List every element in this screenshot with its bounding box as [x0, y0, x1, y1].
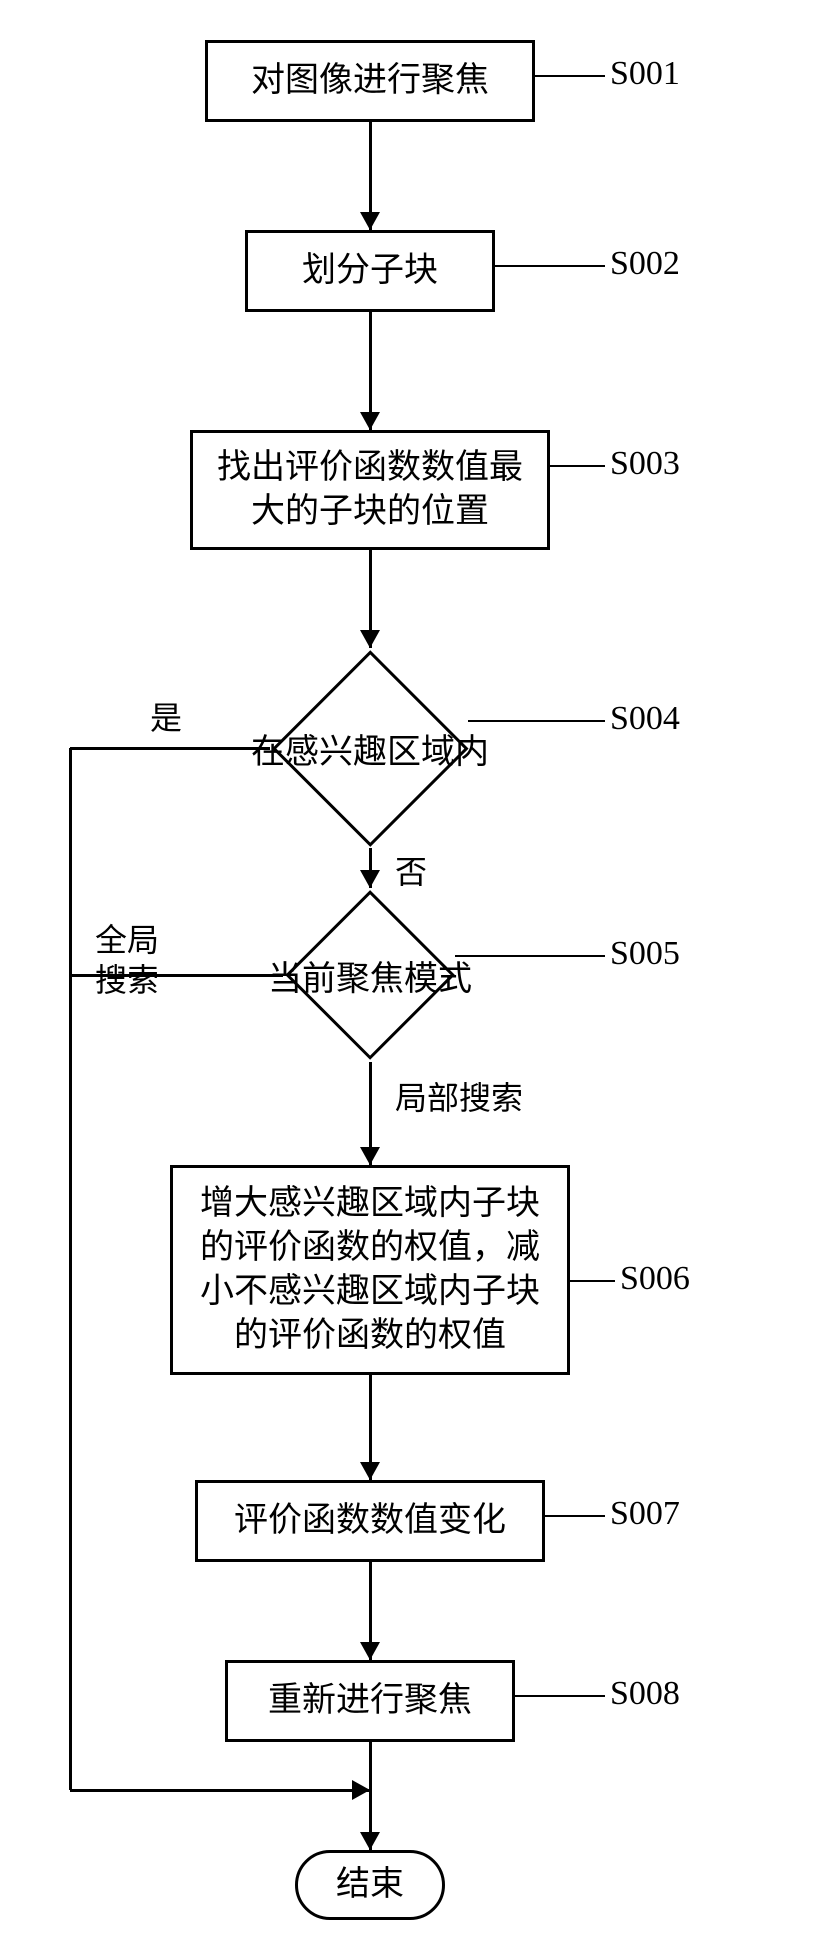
- arrowhead-5: [360, 1462, 380, 1480]
- node-label-end: 结束: [336, 1863, 404, 1907]
- node-label-s004: 在感兴趣区域内: [251, 724, 489, 773]
- node-label-s006: 增大感兴趣区域内子块 的评价函数的权值，减 小不感兴趣区域内子块 的评价函数的权…: [200, 1182, 540, 1359]
- leader-s008: [515, 1695, 605, 1697]
- arrowhead-0: [360, 212, 380, 230]
- step-label-s006: S006: [620, 1260, 690, 1298]
- edge-label-s005_local: 局部搜索: [395, 1078, 523, 1118]
- arrowhead-1: [360, 412, 380, 430]
- leader-s007: [545, 1515, 605, 1517]
- node-s003: 找出评价函数数值最 大的子块的位置: [190, 430, 550, 550]
- edge-9: [69, 748, 72, 1790]
- step-label-s007: S007: [610, 1495, 680, 1533]
- node-s002: 划分子块: [245, 230, 495, 312]
- arrowhead-7: [360, 1832, 380, 1850]
- arrowhead-10: [352, 1780, 370, 1800]
- step-label-s002: S002: [610, 245, 680, 283]
- step-label-s005: S005: [610, 935, 680, 973]
- node-label-s001: 对图像进行聚焦: [251, 59, 489, 103]
- step-label-s001: S001: [610, 55, 680, 93]
- arrowhead-3: [360, 870, 380, 888]
- edge-label-s005_global: 全局 搜索: [95, 920, 159, 1000]
- node-end: 结束: [295, 1850, 445, 1920]
- node-label-s005: 当前聚焦模式: [268, 951, 472, 1000]
- arrowhead-6: [360, 1642, 380, 1660]
- node-s004: 在感兴趣区域内: [272, 650, 468, 846]
- node-s006: 增大感兴趣区域内子块 的评价函数的权值，减 小不感兴趣区域内子块 的评价函数的权…: [170, 1165, 570, 1375]
- edge-label-s004_yes: 是: [150, 698, 182, 738]
- node-s001: 对图像进行聚焦: [205, 40, 535, 122]
- edge-10: [70, 1789, 370, 1792]
- arrowhead-2: [360, 630, 380, 648]
- node-label-s007: 评价函数数值变化: [234, 1499, 506, 1543]
- node-s007: 评价函数数值变化: [195, 1480, 545, 1562]
- leader-s003: [550, 465, 605, 467]
- step-label-s008: S008: [610, 1675, 680, 1713]
- node-s005: 当前聚焦模式: [285, 890, 455, 1060]
- node-label-s003: 找出评价函数数值最 大的子块的位置: [217, 446, 523, 534]
- diamond-text-wrap-s005: 当前聚焦模式: [220, 890, 520, 1060]
- leader-s002: [495, 265, 605, 267]
- arrowhead-4: [360, 1147, 380, 1165]
- leader-s001: [535, 75, 605, 77]
- node-s008: 重新进行聚焦: [225, 1660, 515, 1742]
- step-label-s003: S003: [610, 445, 680, 483]
- edge-label-s004_no: 否: [395, 852, 427, 892]
- diamond-text-wrap-s004: 在感兴趣区域内: [200, 650, 540, 846]
- node-label-s008: 重新进行聚焦: [268, 1679, 472, 1723]
- leader-s006: [570, 1280, 615, 1282]
- step-label-s004: S004: [610, 700, 680, 738]
- node-label-s002: 划分子块: [302, 249, 438, 293]
- flowchart-canvas: 对图像进行聚焦 S001 划分子块 S002 找出评价函数数值最 大的子块的位置 S003…: [0, 0, 832, 1946]
